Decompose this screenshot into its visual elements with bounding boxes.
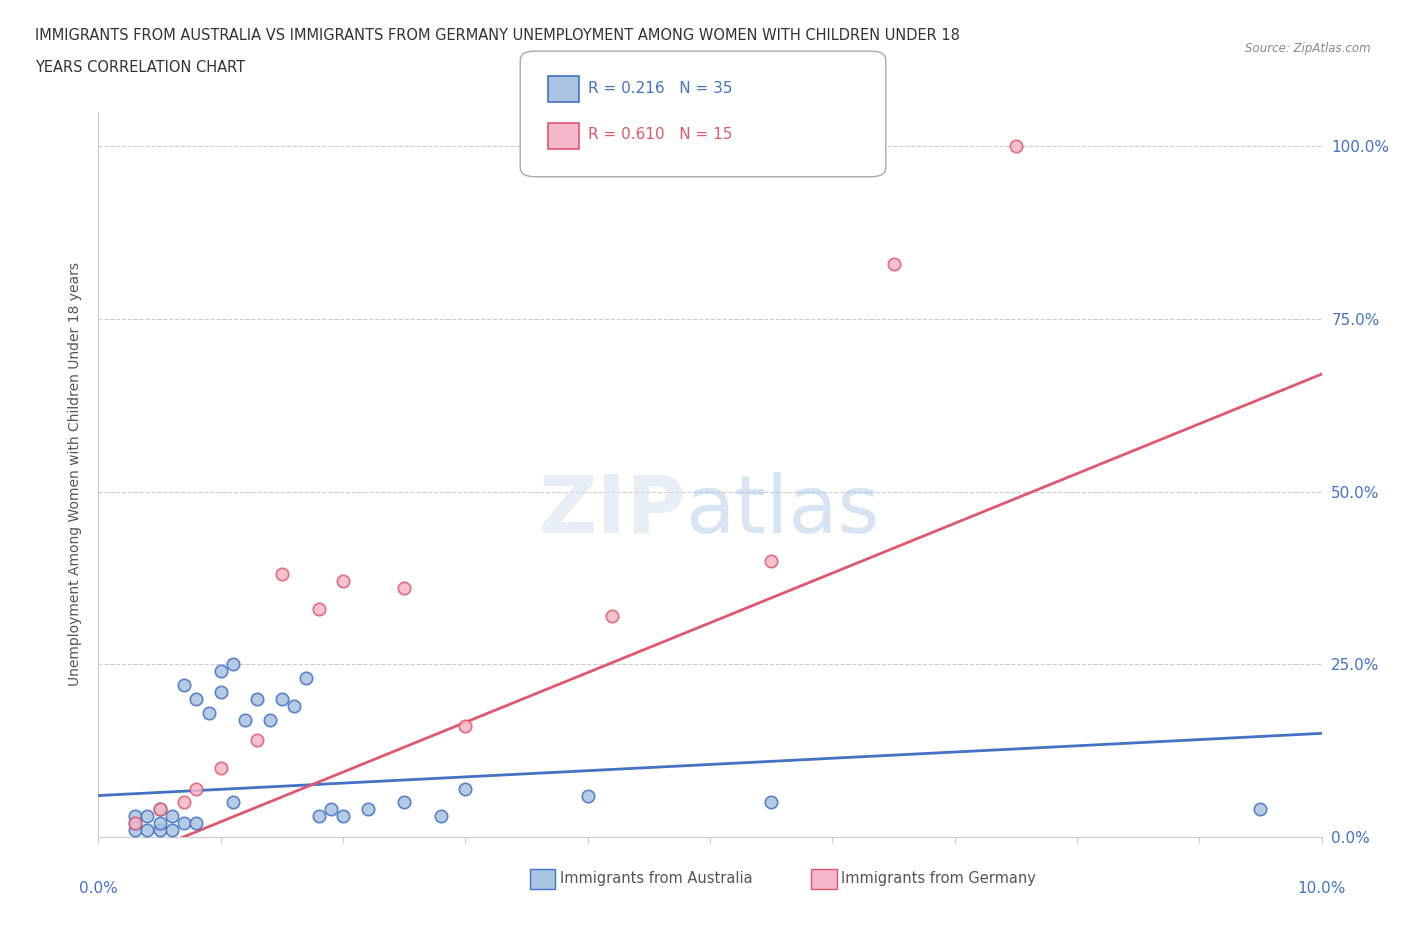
Point [308, 809, 330, 824]
Point [1004, 139, 1026, 153]
Point [149, 802, 172, 817]
Point [883, 256, 905, 271]
Point [308, 602, 330, 617]
Point [124, 809, 146, 824]
Point [392, 795, 416, 810]
Point [392, 581, 416, 596]
Text: YEARS CORRELATION CHART: YEARS CORRELATION CHART [35, 60, 245, 75]
Point [124, 823, 146, 838]
Point [356, 802, 378, 817]
Point [576, 788, 599, 803]
Point [759, 795, 782, 810]
Point [149, 802, 172, 817]
Point [149, 823, 172, 838]
Point [283, 698, 305, 713]
Point [295, 671, 318, 685]
Text: R = 0.610   N = 15: R = 0.610 N = 15 [588, 127, 733, 142]
Point [186, 691, 208, 706]
Point [209, 664, 232, 679]
Point [160, 809, 183, 824]
Point [222, 657, 245, 671]
Point [173, 816, 195, 830]
Y-axis label: Unemployment Among Women with Children Under 18 years: Unemployment Among Women with Children U… [69, 262, 83, 686]
Text: Immigrants from Australia: Immigrants from Australia [560, 871, 752, 886]
Point [454, 781, 477, 796]
Point [246, 733, 269, 748]
Point [600, 608, 623, 623]
Point [259, 712, 281, 727]
Point [332, 574, 354, 589]
Point [319, 802, 342, 817]
Point [173, 678, 195, 693]
Point [149, 816, 172, 830]
Point [136, 809, 159, 824]
Point [1249, 802, 1271, 817]
Point [430, 809, 453, 824]
Text: Immigrants from Germany: Immigrants from Germany [841, 871, 1036, 886]
Point [160, 823, 183, 838]
Point [124, 816, 146, 830]
Point [246, 691, 269, 706]
Point [186, 781, 208, 796]
Text: 0.0%: 0.0% [79, 881, 118, 896]
Point [173, 795, 195, 810]
Point [124, 816, 146, 830]
Point [454, 719, 477, 734]
Text: Source: ZipAtlas.com: Source: ZipAtlas.com [1246, 42, 1371, 55]
Point [270, 567, 292, 582]
Text: atlas: atlas [686, 472, 880, 550]
Text: ZIP: ZIP [538, 472, 686, 550]
Point [186, 816, 208, 830]
Point [136, 823, 159, 838]
Point [209, 684, 232, 699]
Text: 10.0%: 10.0% [1298, 881, 1346, 896]
Point [270, 691, 292, 706]
Text: R = 0.216   N = 35: R = 0.216 N = 35 [588, 81, 733, 96]
Point [233, 712, 256, 727]
Point [222, 795, 245, 810]
Text: IMMIGRANTS FROM AUSTRALIA VS IMMIGRANTS FROM GERMANY UNEMPLOYMENT AMONG WOMEN WI: IMMIGRANTS FROM AUSTRALIA VS IMMIGRANTS … [35, 28, 960, 43]
Point [332, 809, 354, 824]
Point [759, 553, 782, 568]
Point [209, 761, 232, 776]
Point [197, 705, 219, 720]
